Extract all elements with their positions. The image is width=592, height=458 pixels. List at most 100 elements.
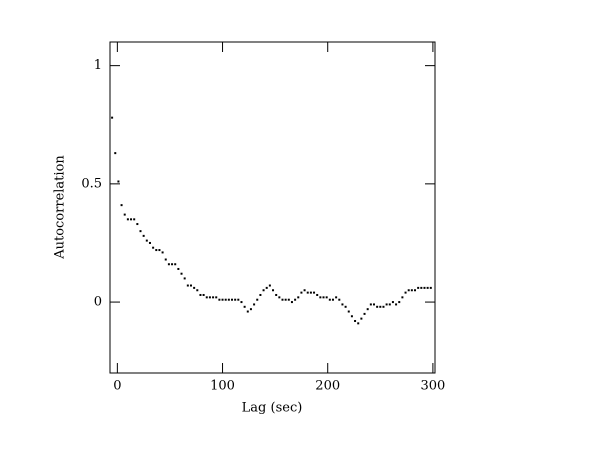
y-tick-label: 0 xyxy=(94,295,102,310)
point xyxy=(379,305,382,308)
point xyxy=(237,298,240,301)
y-tick-label: 1 xyxy=(94,58,102,73)
point xyxy=(360,317,363,320)
point xyxy=(224,298,227,301)
point xyxy=(347,310,350,313)
point xyxy=(246,310,249,313)
point xyxy=(234,298,237,301)
point xyxy=(164,258,167,261)
y-axis-label: Autocorrelation xyxy=(53,155,68,260)
point xyxy=(294,298,297,301)
point xyxy=(111,116,114,119)
point xyxy=(145,239,148,242)
point xyxy=(221,298,224,301)
point xyxy=(328,298,331,301)
point xyxy=(376,305,379,308)
point xyxy=(186,284,189,287)
point xyxy=(300,291,303,294)
point xyxy=(385,303,388,306)
point xyxy=(265,286,268,289)
point xyxy=(284,298,287,301)
point xyxy=(256,298,259,301)
point xyxy=(243,305,246,308)
point xyxy=(171,263,174,266)
point xyxy=(335,296,338,299)
point xyxy=(319,296,322,299)
point xyxy=(287,298,290,301)
point xyxy=(350,315,353,318)
point xyxy=(297,296,300,299)
point xyxy=(208,296,211,299)
point xyxy=(366,308,369,311)
point xyxy=(341,303,344,306)
point xyxy=(231,298,234,301)
point xyxy=(325,296,328,299)
point xyxy=(357,322,360,325)
point xyxy=(155,249,158,252)
point xyxy=(259,293,262,296)
point xyxy=(196,289,199,292)
point xyxy=(123,213,126,216)
point xyxy=(414,289,417,292)
point xyxy=(275,293,278,296)
point xyxy=(372,303,375,306)
point xyxy=(369,303,372,306)
point xyxy=(117,180,120,183)
point xyxy=(423,286,426,289)
point xyxy=(158,249,161,252)
point xyxy=(126,218,129,221)
point xyxy=(227,298,230,301)
point xyxy=(407,289,410,292)
point xyxy=(391,301,394,304)
point xyxy=(193,286,196,289)
point xyxy=(388,303,391,306)
point xyxy=(268,284,271,287)
x-tick-label: 100 xyxy=(210,379,235,394)
point xyxy=(322,296,325,299)
point xyxy=(278,296,281,299)
point xyxy=(410,289,413,292)
point xyxy=(363,312,366,315)
point xyxy=(218,298,221,301)
point xyxy=(401,296,404,299)
point xyxy=(404,291,407,294)
point xyxy=(338,298,341,301)
point xyxy=(382,305,385,308)
point xyxy=(215,296,218,299)
point xyxy=(212,296,215,299)
point xyxy=(148,241,151,244)
point xyxy=(161,251,164,254)
point xyxy=(395,303,398,306)
x-tick-label: 200 xyxy=(315,379,340,394)
point xyxy=(331,298,334,301)
point xyxy=(262,289,265,292)
plot-frame xyxy=(109,41,436,374)
point xyxy=(309,291,312,294)
point xyxy=(120,204,123,207)
point xyxy=(199,293,202,296)
point xyxy=(189,284,192,287)
point xyxy=(354,319,357,322)
point xyxy=(136,223,139,226)
point xyxy=(130,218,133,221)
point xyxy=(426,286,429,289)
point xyxy=(142,234,145,237)
point xyxy=(429,286,432,289)
point xyxy=(281,298,284,301)
point xyxy=(420,286,423,289)
x-tick-label: 0 xyxy=(113,379,121,394)
point xyxy=(344,305,347,308)
x-tick-label: 300 xyxy=(420,379,445,394)
x-axis-label: Lag (sec) xyxy=(242,401,303,416)
point xyxy=(306,291,309,294)
point xyxy=(290,301,293,304)
point xyxy=(167,263,170,266)
point xyxy=(180,272,183,275)
point xyxy=(417,286,420,289)
point xyxy=(316,293,319,296)
point xyxy=(240,301,243,304)
y-tick-label: 0.5 xyxy=(81,176,102,191)
point xyxy=(253,303,256,306)
point xyxy=(174,263,177,266)
